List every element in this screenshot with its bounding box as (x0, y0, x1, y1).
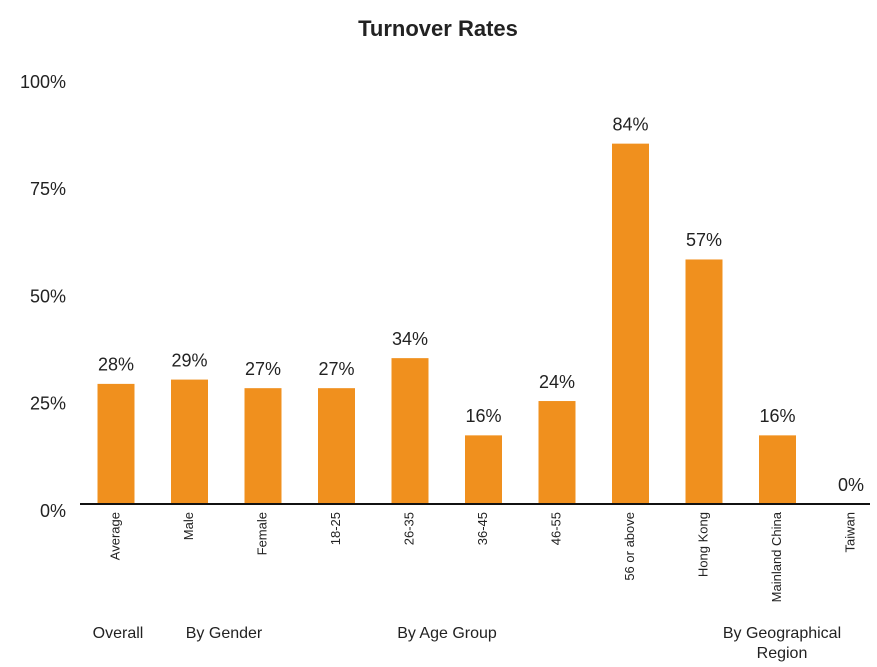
y-tick-label: 50% (30, 286, 66, 306)
x-tick-label: Average (107, 512, 122, 560)
bar (391, 358, 429, 504)
x-tick-label: 46-55 (548, 512, 563, 545)
group-label: By Age Group (397, 625, 497, 642)
x-tick-label: 26-35 (401, 512, 416, 545)
group-label: By Geographical Region (722, 625, 842, 662)
bar (612, 143, 649, 504)
y-tick-label: 0% (40, 501, 66, 521)
x-tick-label: 36-45 (475, 512, 490, 545)
bar (171, 379, 208, 504)
bar (538, 401, 576, 504)
value-label: 29% (171, 350, 207, 370)
bar (97, 383, 135, 504)
x-tick-label: Male (181, 512, 196, 540)
group-label: Overall (92, 625, 144, 642)
value-label: 24% (539, 372, 575, 392)
x-tick-label: Mainland China (769, 511, 784, 602)
y-tick-label: 75% (30, 179, 66, 199)
bar (465, 435, 502, 504)
value-label: 27% (245, 359, 281, 379)
bar (759, 435, 796, 504)
value-label: 16% (759, 406, 795, 426)
bar (685, 259, 723, 504)
value-label: 57% (686, 230, 722, 250)
value-label: 34% (392, 329, 428, 349)
value-label: 84% (612, 114, 648, 134)
chart-title: Turnover Rates (358, 16, 518, 41)
bar (318, 388, 355, 504)
bar (244, 388, 282, 504)
value-label: 0% (838, 475, 864, 495)
x-tick-label: Taiwan (842, 512, 857, 552)
value-label: 16% (465, 406, 501, 426)
x-tick-label: Hong Kong (695, 512, 710, 577)
x-tick-label: Female (254, 512, 269, 555)
group-label: By Gender (185, 625, 263, 642)
y-tick-label: 25% (30, 394, 66, 414)
value-label: 28% (98, 355, 134, 375)
x-tick-label: 56 or above (622, 512, 637, 581)
x-tick-label: 18-25 (328, 512, 343, 545)
y-tick-label: 100% (20, 72, 66, 92)
value-label: 27% (318, 359, 354, 379)
